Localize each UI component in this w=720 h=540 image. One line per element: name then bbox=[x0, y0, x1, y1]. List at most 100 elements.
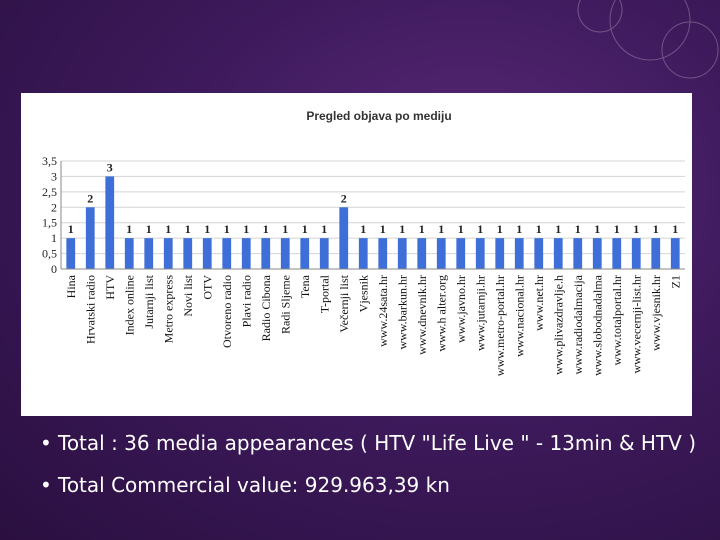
bar bbox=[378, 238, 388, 269]
category-label: Vjesnik bbox=[356, 275, 370, 312]
bar bbox=[319, 238, 329, 269]
category-label: HTV bbox=[103, 275, 117, 300]
y-tick-label: 1,5 bbox=[42, 216, 57, 230]
category-label: Metro express bbox=[161, 275, 175, 344]
y-tick-label: 0 bbox=[51, 262, 57, 276]
bar bbox=[124, 238, 134, 269]
value-label: 1 bbox=[672, 222, 678, 236]
bar bbox=[222, 238, 232, 269]
category-label: www.plivazdravlje.h bbox=[551, 275, 565, 375]
bar bbox=[280, 238, 290, 269]
bar bbox=[105, 176, 115, 269]
category-label: www.vecernji-list.hr bbox=[629, 275, 643, 374]
value-label: 1 bbox=[575, 222, 581, 236]
bar bbox=[573, 238, 583, 269]
y-tick-label: 3 bbox=[51, 169, 57, 183]
bar bbox=[397, 238, 407, 269]
bullet-total-appearances: • Total : 36 media appearances ( HTV "Li… bbox=[40, 428, 710, 458]
bar bbox=[436, 238, 446, 269]
value-label: 1 bbox=[536, 222, 542, 236]
summary-bullets: • Total : 36 media appearances ( HTV "Li… bbox=[40, 428, 710, 512]
category-label: www.jutarnji.hr bbox=[473, 275, 487, 351]
bar bbox=[66, 238, 76, 269]
category-label: Z1 bbox=[668, 275, 682, 288]
value-label: 1 bbox=[477, 222, 483, 236]
category-label: www.totalportal.hr bbox=[610, 275, 624, 366]
value-label: 1 bbox=[263, 222, 269, 236]
value-label: 1 bbox=[594, 222, 600, 236]
category-labels: Hina Hrvatski radio HTV Index online Jutarnj… bbox=[64, 274, 683, 376]
category-label: www.nacional.hr bbox=[512, 275, 526, 357]
category-label: Hina bbox=[64, 274, 78, 298]
value-label: 1 bbox=[243, 222, 249, 236]
bar bbox=[553, 238, 563, 269]
bar bbox=[85, 207, 95, 269]
value-label: 1 bbox=[204, 222, 210, 236]
category-label: Index online bbox=[122, 275, 136, 335]
value-label: 1 bbox=[224, 222, 230, 236]
category-label: www.h alter.org bbox=[434, 275, 448, 352]
category-label: Tena bbox=[298, 274, 312, 298]
category-label: www.metro-portal.hr bbox=[493, 275, 507, 376]
value-label: 1 bbox=[146, 222, 152, 236]
value-label: 1 bbox=[516, 222, 522, 236]
y-tick-label: 2,5 bbox=[42, 185, 57, 199]
bar bbox=[358, 238, 368, 269]
bar bbox=[651, 238, 661, 269]
value-label: 1 bbox=[497, 222, 503, 236]
bar bbox=[475, 238, 485, 269]
y-tick-label: 3,5 bbox=[42, 154, 57, 168]
chart-title: Pregled objava po mediju bbox=[306, 109, 451, 123]
y-tick-label: 0,5 bbox=[42, 247, 57, 261]
bar bbox=[534, 238, 544, 269]
value-label: 1 bbox=[399, 222, 405, 236]
value-label: 1 bbox=[302, 222, 308, 236]
bar bbox=[163, 238, 173, 269]
y-tick-label: 1 bbox=[51, 231, 57, 245]
value-label: 1 bbox=[380, 222, 386, 236]
category-label: Jutarnji list bbox=[142, 274, 156, 328]
value-label: 1 bbox=[282, 222, 288, 236]
chart-panel: Pregled objava po mediju 0 0,5 1 1,5 2 2,5 3 3,… bbox=[21, 93, 692, 416]
value-label: 1 bbox=[185, 222, 191, 236]
bar bbox=[417, 238, 427, 269]
category-label: Hrvatski radio bbox=[83, 275, 97, 344]
bar bbox=[592, 238, 602, 269]
value-label: 1 bbox=[614, 222, 620, 236]
category-label: OTV bbox=[200, 275, 214, 300]
bar bbox=[495, 238, 505, 269]
bullet-symbol: • bbox=[40, 473, 52, 497]
value-label: 1 bbox=[321, 222, 327, 236]
value-label: 1 bbox=[68, 222, 74, 236]
bar bbox=[202, 238, 212, 269]
category-label: www.javno.hr bbox=[454, 275, 468, 343]
bar bbox=[183, 238, 193, 269]
bars bbox=[66, 176, 680, 269]
bar bbox=[339, 207, 349, 269]
bar bbox=[631, 238, 641, 269]
value-label: 1 bbox=[653, 222, 659, 236]
bullet-text: Total Commercial value: 929.963,39 kn bbox=[58, 473, 450, 497]
category-label: Novi list bbox=[181, 274, 195, 316]
bar bbox=[300, 238, 310, 269]
value-label: 1 bbox=[438, 222, 444, 236]
bar bbox=[456, 238, 466, 269]
value-label: 2 bbox=[87, 191, 93, 205]
decorative-circles bbox=[577, 0, 719, 79]
bullet-commercial-value: • Total Commercial value: 929.963,39 kn bbox=[40, 470, 710, 500]
value-label: 1 bbox=[126, 222, 132, 236]
value-label: 2 bbox=[341, 191, 347, 205]
gridlines bbox=[61, 160, 685, 270]
category-label: Večernji list bbox=[337, 274, 351, 332]
category-label: Radio Cibona bbox=[259, 274, 273, 341]
value-label: 3 bbox=[107, 160, 113, 174]
bar bbox=[514, 238, 524, 269]
category-label: Radi Sljeme bbox=[278, 275, 292, 334]
bullet-text: Total : 36 media appearances ( HTV "Life… bbox=[58, 431, 697, 455]
category-label: www.radiodalmacija bbox=[571, 274, 585, 374]
value-label: 1 bbox=[419, 222, 425, 236]
bar bbox=[612, 238, 622, 269]
bar-chart: Pregled objava po mediju 00,511,522,533,… bbox=[42, 109, 685, 376]
bar bbox=[241, 238, 251, 269]
